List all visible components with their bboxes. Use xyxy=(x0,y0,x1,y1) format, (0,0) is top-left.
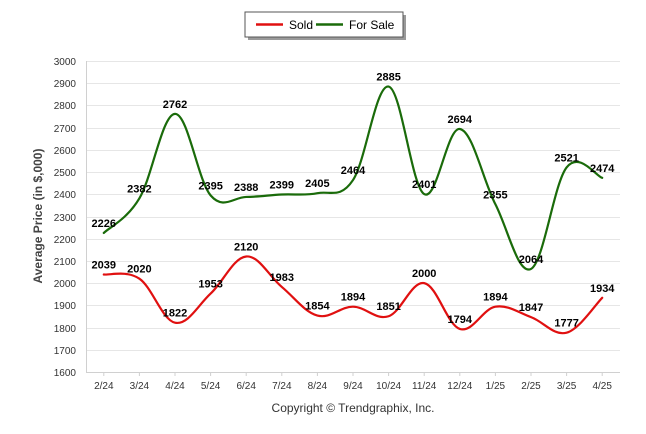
data-label-for-sale: 2885 xyxy=(376,72,400,84)
data-label-for-sale: 2464 xyxy=(341,165,366,177)
data-label-sold: 2020 xyxy=(127,264,151,276)
data-label-sold: 1894 xyxy=(341,292,366,304)
series-line-for-sale xyxy=(102,85,604,271)
x-tick-label: 4/25 xyxy=(592,381,612,392)
data-label-sold: 1777 xyxy=(554,318,578,330)
y-tick-label: 2100 xyxy=(54,257,77,268)
data-label-sold: 1854 xyxy=(305,301,330,313)
data-label-sold: 2039 xyxy=(92,259,116,271)
x-tick-label: 12/24 xyxy=(447,381,472,392)
data-label-sold: 1953 xyxy=(198,279,222,291)
data-label-sold: 2120 xyxy=(234,241,258,253)
y-tick-label: 2800 xyxy=(54,101,77,112)
axes: 1600 1700 1800 1900 2000 2100 2200 2300 2400 2500… xyxy=(54,57,620,392)
data-label-for-sale: 2401 xyxy=(412,179,436,191)
x-tick-label: 8/24 xyxy=(308,381,328,392)
data-label-sold: 1822 xyxy=(163,308,187,320)
data-label-sold: 1934 xyxy=(590,283,615,295)
series-line-sold xyxy=(102,255,604,335)
x-tick-label: 7/24 xyxy=(272,381,292,392)
data-label-for-sale: 2399 xyxy=(270,180,294,192)
legend-entry-sold: Sold xyxy=(289,18,313,32)
x-tick-label: 2/24 xyxy=(94,381,114,392)
x-tick-label: 5/24 xyxy=(201,381,221,392)
data-label-for-sale: 2694 xyxy=(448,114,473,126)
data-label-sold: 1794 xyxy=(448,314,473,326)
y-tick-label: 1700 xyxy=(54,346,77,357)
data-label-for-sale: 2395 xyxy=(198,180,222,192)
y-tick-label: 2500 xyxy=(54,168,77,179)
x-tick-label: 10/24 xyxy=(376,381,401,392)
data-label-sold: 1983 xyxy=(270,272,294,284)
y-tick-label: 2200 xyxy=(54,235,77,246)
data-label-sold: 1851 xyxy=(376,301,400,313)
y-tick-label: 2700 xyxy=(54,124,77,135)
x-tick-label: 3/24 xyxy=(130,381,150,392)
data-label-sold: 2000 xyxy=(412,268,436,280)
data-label-for-sale: 2382 xyxy=(127,183,151,195)
x-tick-label: 9/24 xyxy=(343,381,363,392)
y-tick-label: 2300 xyxy=(54,213,77,224)
grid xyxy=(86,61,620,373)
data-label-for-sale: 2405 xyxy=(305,178,329,190)
data-label-for-sale: 2226 xyxy=(92,218,116,230)
legend: Sold For Sale xyxy=(244,11,406,40)
y-axis-label: Average Price (in $,000) xyxy=(31,149,45,284)
x-tick-label: 2/25 xyxy=(521,381,541,392)
y-tick-label: 3000 xyxy=(54,57,77,68)
data-label-sold: 1894 xyxy=(483,292,508,304)
y-tick-label: 2900 xyxy=(54,79,77,90)
y-tick-label: 1800 xyxy=(54,324,77,335)
x-tick-label: 4/24 xyxy=(165,381,185,392)
y-tick-label: 2600 xyxy=(54,146,77,157)
data-label-sold: 1847 xyxy=(519,302,543,314)
legend-entry-for-sale: For Sale xyxy=(349,18,395,32)
data-label-for-sale: 2064 xyxy=(519,254,544,266)
x-tick-label: 1/25 xyxy=(486,381,506,392)
data-labels: 2039 2020 1822 1953 2120 1983 1854 1894 1851 2000… xyxy=(92,72,616,330)
copyright-credit: Copyright © Trendgraphix, Inc. xyxy=(272,401,435,415)
y-tick-label: 1600 xyxy=(54,368,77,379)
data-label-for-sale: 2474 xyxy=(590,163,615,175)
x-tick-label: 3/25 xyxy=(557,381,577,392)
x-tick-label: 11/24 xyxy=(412,381,437,392)
y-tick-label: 1900 xyxy=(54,301,77,312)
data-label-for-sale: 2388 xyxy=(234,182,258,194)
series-lines xyxy=(102,85,604,335)
x-tick-label: 6/24 xyxy=(236,381,256,392)
data-label-for-sale: 2762 xyxy=(163,99,187,111)
data-label-for-sale: 2355 xyxy=(483,189,507,201)
y-tick-label: 2400 xyxy=(54,190,77,201)
data-label-for-sale: 2521 xyxy=(554,152,578,164)
y-tick-label: 2000 xyxy=(54,279,77,290)
